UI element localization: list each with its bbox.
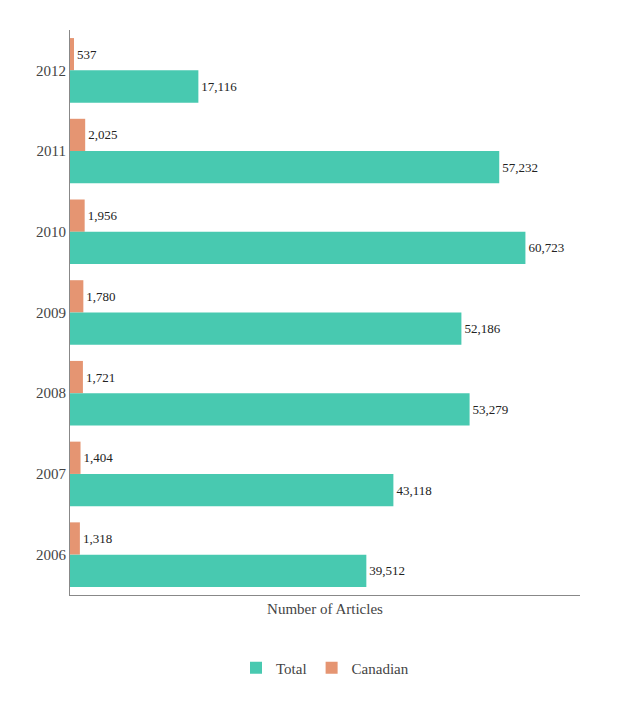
svg-text:57,232: 57,232 [502, 160, 538, 175]
svg-text:43,118: 43,118 [396, 483, 431, 498]
svg-text:2010: 2010 [36, 224, 66, 240]
svg-text:39,512: 39,512 [369, 563, 405, 578]
svg-text:2006: 2006 [36, 547, 67, 563]
svg-text:1,721: 1,721 [86, 370, 115, 385]
svg-text:Number of Articles: Number of Articles [267, 601, 383, 617]
svg-text:2007: 2007 [36, 466, 67, 482]
svg-text:2,025: 2,025 [88, 127, 117, 142]
svg-text:1,404: 1,404 [84, 450, 114, 465]
svg-text:52,186: 52,186 [464, 321, 500, 336]
svg-text:1,318: 1,318 [83, 531, 112, 546]
svg-text:1,780: 1,780 [86, 289, 115, 304]
svg-text:2011: 2011 [37, 143, 66, 159]
svg-text:17,116: 17,116 [201, 79, 237, 94]
svg-text:2012: 2012 [36, 63, 66, 79]
svg-text:2008: 2008 [36, 385, 66, 401]
svg-text:2009: 2009 [36, 305, 66, 321]
svg-text:Canadian: Canadian [352, 661, 409, 677]
svg-text:53,279: 53,279 [473, 402, 509, 417]
svg-text:1,956: 1,956 [88, 208, 118, 223]
svg-text:60,723: 60,723 [528, 240, 564, 255]
svg-text:Total: Total [276, 661, 307, 677]
svg-text:537: 537 [77, 47, 97, 62]
